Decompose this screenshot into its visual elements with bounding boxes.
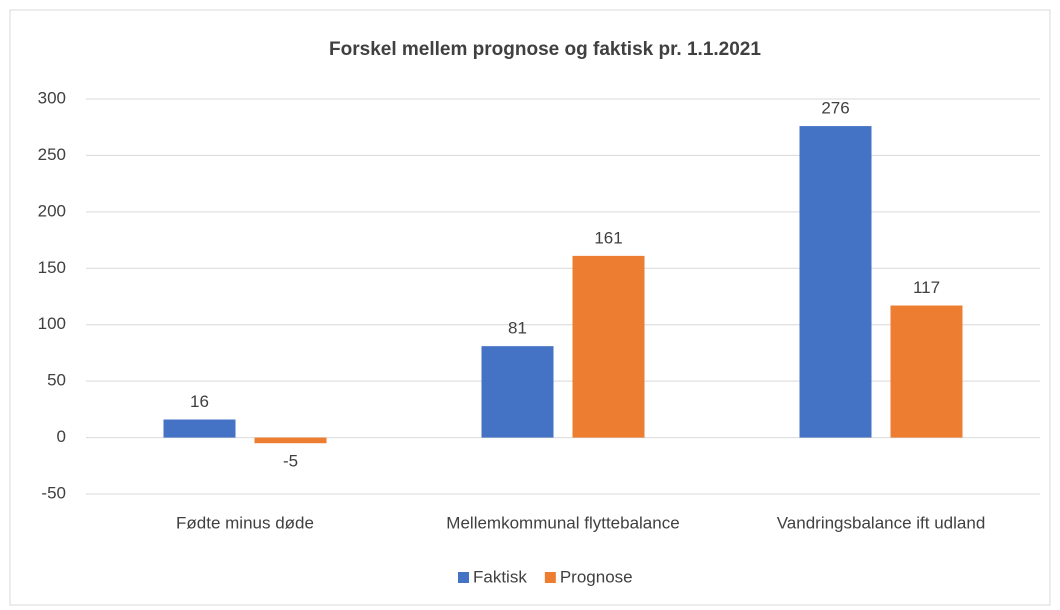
bar — [254, 437, 327, 444]
x-tick-label: Vandringsbalance ift udland — [777, 513, 986, 532]
legend-label: Faktisk — [473, 567, 527, 586]
bar — [163, 419, 236, 438]
data-label: -5 — [283, 452, 298, 471]
legend-label: Prognose — [560, 567, 633, 586]
y-tick-label: 200 — [38, 201, 66, 220]
y-tick-label: 50 — [47, 371, 66, 390]
legend-swatch — [544, 572, 556, 583]
data-label: 81 — [508, 319, 527, 338]
bar — [799, 126, 872, 438]
y-tick-label: 250 — [38, 145, 66, 164]
data-label: 276 — [821, 99, 849, 118]
bar — [481, 346, 554, 438]
y-tick-label: 100 — [38, 314, 66, 333]
y-tick-label: 300 — [38, 88, 66, 107]
data-label: 117 — [913, 278, 940, 297]
chart-border — [9, 9, 1051, 606]
bar — [890, 305, 963, 438]
y-tick-label: 150 — [38, 258, 66, 277]
chart-title: Forskel mellem prognose og faktisk pr. 1… — [329, 39, 761, 60]
y-tick-label: -50 — [41, 483, 66, 502]
y-tick-label: 0 — [57, 427, 66, 446]
x-tick-label: Fødte minus døde — [176, 513, 314, 532]
x-tick-label: Mellemkommunal flyttebalance — [446, 513, 679, 532]
legend-swatch — [458, 572, 469, 583]
data-label: 161 — [594, 228, 622, 247]
bar — [572, 255, 645, 438]
data-label: 16 — [190, 392, 209, 411]
